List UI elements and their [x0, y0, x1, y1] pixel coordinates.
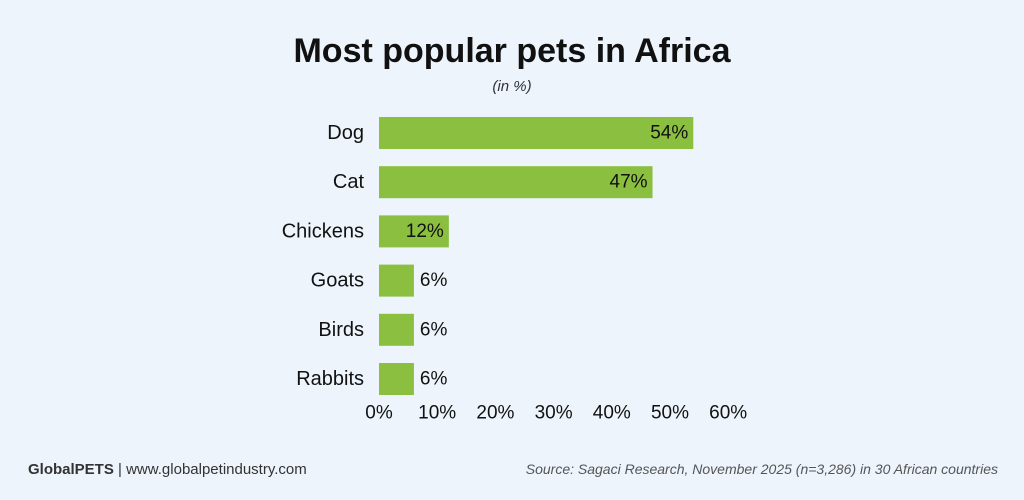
chart-title: Most popular pets in Africa	[293, 32, 731, 70]
data-label-birds: 6%	[420, 319, 448, 340]
x-tick-label: 50%	[651, 403, 689, 424]
bar-birds	[379, 313, 414, 346]
category-label-dog: Dog	[327, 122, 364, 144]
data-label-dog: 54%	[650, 123, 688, 144]
data-label-rabbits: 6%	[420, 369, 448, 390]
category-label-cat: Cat	[333, 171, 365, 193]
x-tick-label: 20%	[476, 403, 514, 424]
source-note: Source: Sagaci Research, November 2025 (…	[525, 461, 998, 477]
bar-goats	[379, 264, 414, 297]
category-label-birds: Birds	[318, 319, 364, 341]
x-tick-label: 40%	[593, 403, 631, 424]
x-tick-label: 10%	[418, 403, 456, 424]
bar-dog	[379, 117, 694, 149]
x-tick-label: 60%	[709, 403, 747, 424]
x-tick-label: 30%	[535, 403, 573, 424]
bar-cat	[379, 166, 653, 199]
footer-credit: GlobalPETS | www.globalpetindustry.com	[28, 461, 307, 478]
footer-separator: |	[113, 461, 127, 478]
category-label-goats: Goats	[311, 270, 364, 292]
data-label-cat: 47%	[610, 172, 648, 193]
category-label-rabbits: Rabbits	[296, 368, 364, 390]
bar-rabbits	[379, 363, 414, 395]
brand-name: GlobalPETS	[28, 461, 114, 478]
website-link[interactable]: www.globalpetindustry.com	[126, 461, 307, 478]
data-label-goats: 6%	[420, 270, 448, 291]
data-label-chickens: 12%	[406, 221, 444, 242]
category-label-chickens: Chickens	[282, 220, 364, 242]
x-tick-label: 0%	[365, 403, 393, 424]
bar-chart: Dog 54% Cat 47% Chickens 12% Goats 6% Birds 6% Rab…	[282, 117, 747, 424]
bar-chickens	[379, 215, 449, 248]
chart-subtitle: (in %)	[492, 78, 532, 95]
